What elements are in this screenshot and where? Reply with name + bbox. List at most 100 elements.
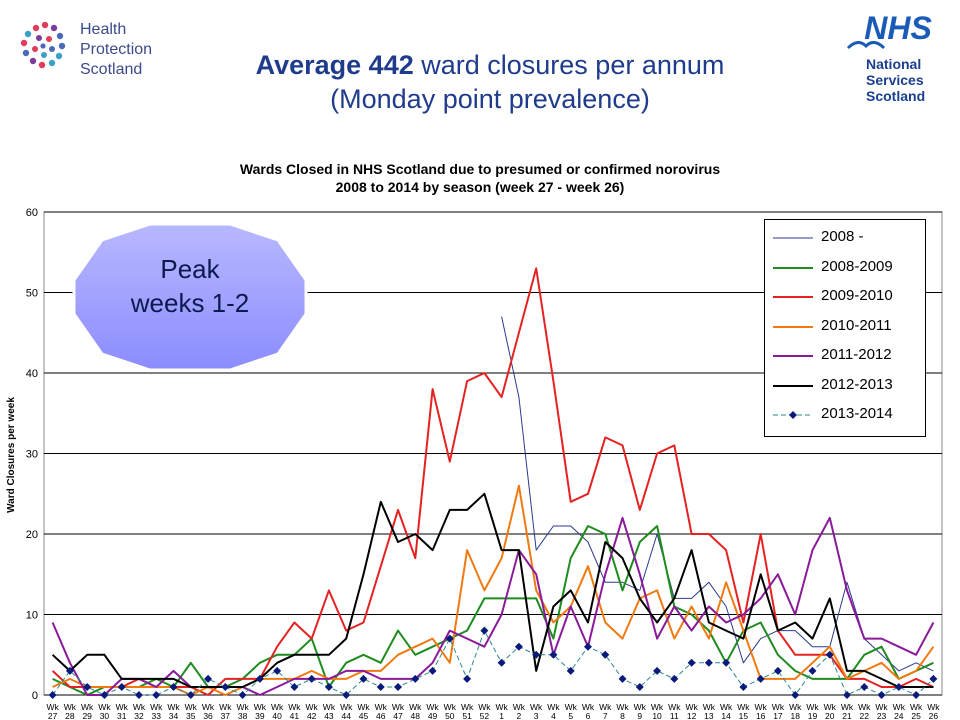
data-point-marker bbox=[687, 658, 696, 667]
legend-swatch-marker bbox=[789, 411, 797, 419]
data-point-marker bbox=[497, 658, 506, 667]
page-subtitle: (Monday point prevalence) bbox=[330, 84, 650, 114]
x-tick-label: 30 bbox=[100, 711, 110, 720]
x-tick-label: Wk bbox=[64, 702, 77, 712]
data-point-marker bbox=[65, 666, 74, 675]
x-tick-label: Wk bbox=[236, 702, 249, 712]
x-tick-label: 29 bbox=[82, 711, 92, 720]
data-point-marker bbox=[376, 682, 385, 691]
x-tick-label: 10 bbox=[652, 711, 662, 720]
data-point-marker bbox=[514, 642, 523, 651]
data-point-marker bbox=[307, 674, 316, 683]
x-tick-label: 3 bbox=[534, 711, 539, 720]
legend-swatch bbox=[773, 384, 813, 387]
data-point-marker bbox=[134, 691, 143, 699]
y-tick-label: 30 bbox=[26, 449, 38, 461]
x-tick-label: Wk bbox=[703, 702, 716, 712]
x-tick-label: Wk bbox=[219, 702, 232, 712]
data-point-marker bbox=[860, 682, 869, 691]
x-tick-label: 44 bbox=[341, 711, 351, 720]
x-tick-label: 23 bbox=[877, 711, 887, 720]
legend-label: 2011-2012 bbox=[821, 346, 892, 363]
x-tick-label: Wk bbox=[254, 702, 267, 712]
data-point-marker bbox=[238, 691, 247, 699]
x-tick-label: 52 bbox=[480, 711, 490, 720]
y-tick-label: 0 bbox=[32, 690, 38, 702]
x-tick-label: Wk bbox=[98, 702, 111, 712]
data-point-marker bbox=[463, 674, 472, 683]
x-tick-label: 39 bbox=[255, 711, 265, 720]
y-tick-label: 40 bbox=[26, 368, 38, 380]
x-tick-label: 16 bbox=[756, 711, 766, 720]
nhs-badge-icon: NHS bbox=[858, 10, 938, 46]
title-rest: ward closures per annum bbox=[413, 50, 725, 80]
data-point-marker bbox=[83, 682, 92, 691]
x-tick-label: Wk bbox=[893, 702, 906, 712]
x-tick-label: Wk bbox=[185, 702, 198, 712]
data-point-marker bbox=[773, 666, 782, 675]
data-point-marker bbox=[912, 691, 921, 699]
legend-swatch bbox=[773, 325, 813, 328]
x-tick-label: Wk bbox=[392, 702, 405, 712]
legend-swatch bbox=[773, 411, 813, 419]
data-point-marker bbox=[359, 674, 368, 683]
series-lines bbox=[51, 267, 935, 696]
x-tick-label: Wk bbox=[547, 702, 560, 712]
peak-callout-line: Peak bbox=[160, 254, 220, 284]
x-tick-label: 37 bbox=[221, 711, 231, 720]
data-point-marker bbox=[48, 691, 57, 699]
nhs-line: Services bbox=[866, 72, 924, 88]
data-point-marker bbox=[583, 642, 592, 651]
hps-dot-ring-icon bbox=[20, 21, 66, 69]
x-tick-label: Wk bbox=[910, 702, 923, 712]
data-point-marker bbox=[566, 666, 575, 675]
x-tick-label: 43 bbox=[324, 711, 334, 720]
x-tick-label: 26 bbox=[929, 711, 939, 720]
legend-item: 2010-2011 bbox=[765, 313, 925, 341]
x-tick-label: Wk bbox=[789, 702, 802, 712]
x-tick-label: Wk bbox=[150, 702, 163, 712]
x-tick-label: 38 bbox=[238, 711, 248, 720]
x-tick-label: Wk bbox=[513, 702, 526, 712]
page-title: Average 442 ward closures per annum (Mon… bbox=[150, 48, 830, 116]
chart-title-line: Wards Closed in NHS Scotland due to pres… bbox=[239, 161, 721, 177]
x-tick-label: Wk bbox=[306, 702, 319, 712]
x-tick-label: Wk bbox=[426, 702, 439, 712]
nhs-line: National bbox=[866, 56, 922, 72]
x-tick-label: 25 bbox=[911, 711, 921, 720]
x-tick-label: 41 bbox=[290, 711, 300, 720]
hps-line: Protection bbox=[80, 41, 153, 58]
x-tick-label: Wk bbox=[858, 702, 871, 712]
x-tick-label: Wk bbox=[323, 702, 336, 712]
chart-title-line: 2008 to 2014 by season (week 27 - week 2… bbox=[335, 179, 625, 195]
x-tick-label: 8 bbox=[620, 711, 625, 720]
x-tick-labels: Wk27Wk28Wk29Wk30Wk31Wk32Wk33Wk34Wk35Wk36… bbox=[46, 702, 940, 720]
hps-line: Health bbox=[80, 21, 127, 38]
nhs-subtitle: National Services Scotland bbox=[866, 56, 925, 104]
data-point-marker bbox=[877, 691, 886, 699]
legend-label: 2012-2013 bbox=[821, 375, 893, 393]
x-tick-label: 47 bbox=[393, 711, 403, 720]
data-point-marker bbox=[808, 666, 817, 675]
x-tick-label: 21 bbox=[842, 711, 852, 720]
x-tick-label: Wk bbox=[202, 702, 215, 712]
x-tick-label: Wk bbox=[530, 702, 543, 712]
data-point-marker bbox=[221, 682, 230, 691]
data-point-marker bbox=[929, 674, 938, 683]
series-line-2008-2009 bbox=[52, 525, 934, 696]
legend-item: 2009-2010 bbox=[765, 283, 925, 311]
data-point-marker bbox=[290, 682, 299, 691]
x-tick-label: 5 bbox=[568, 711, 573, 720]
x-tick-label: 13 bbox=[704, 711, 714, 720]
data-point-marker bbox=[532, 650, 541, 659]
data-point-marker bbox=[601, 650, 610, 659]
x-tick-label: 9 bbox=[637, 711, 642, 720]
legend-swatch bbox=[773, 355, 813, 357]
y-tick-labels: 0 10 20 30 40 50 60 bbox=[26, 207, 38, 702]
data-point-marker bbox=[342, 691, 351, 699]
x-tick-label: 40 bbox=[272, 711, 282, 720]
x-tick-label: Wk bbox=[461, 702, 474, 712]
hps-logo-text: Health Protection Scotland bbox=[80, 20, 152, 80]
data-point-marker bbox=[704, 658, 713, 667]
data-point-marker bbox=[117, 682, 126, 691]
